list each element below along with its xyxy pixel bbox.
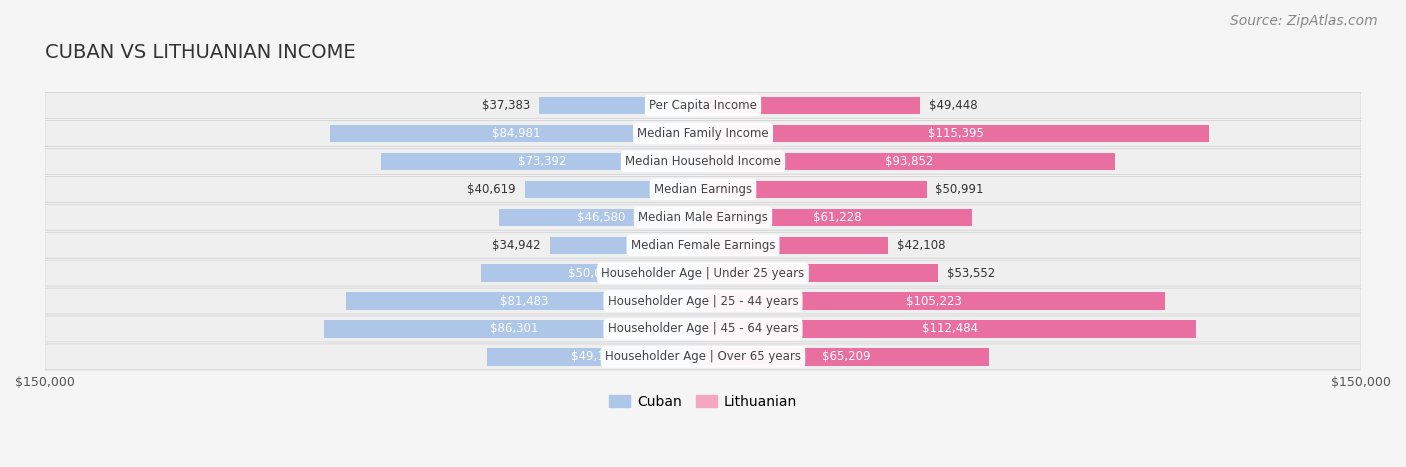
Bar: [524, 181, 703, 198]
Bar: [703, 292, 1164, 310]
Text: Householder Age | 25 - 44 years: Householder Age | 25 - 44 years: [607, 295, 799, 308]
FancyBboxPatch shape: [45, 316, 1361, 342]
Text: $50,655: $50,655: [568, 267, 616, 280]
Bar: [703, 153, 1115, 170]
Text: $81,483: $81,483: [501, 295, 548, 308]
Bar: [499, 209, 703, 226]
FancyBboxPatch shape: [45, 260, 1361, 286]
Bar: [703, 264, 938, 282]
Bar: [550, 237, 703, 254]
Text: $73,392: $73,392: [517, 155, 567, 168]
FancyBboxPatch shape: [45, 120, 1361, 147]
Text: Median Household Income: Median Household Income: [626, 155, 780, 168]
Text: $112,484: $112,484: [922, 323, 977, 335]
Text: $34,942: $34,942: [492, 239, 541, 252]
Text: $37,383: $37,383: [482, 99, 530, 112]
Text: $53,552: $53,552: [946, 267, 995, 280]
Text: Median Male Earnings: Median Male Earnings: [638, 211, 768, 224]
Bar: [703, 209, 972, 226]
Text: $61,228: $61,228: [813, 211, 862, 224]
Text: Median Female Earnings: Median Female Earnings: [631, 239, 775, 252]
Bar: [703, 348, 988, 366]
Text: $49,448: $49,448: [929, 99, 977, 112]
Bar: [330, 125, 703, 142]
Bar: [703, 97, 920, 114]
Text: $40,619: $40,619: [467, 183, 516, 196]
Text: Median Family Income: Median Family Income: [637, 127, 769, 140]
Text: Householder Age | 45 - 64 years: Householder Age | 45 - 64 years: [607, 323, 799, 335]
Legend: Cuban, Lithuanian: Cuban, Lithuanian: [603, 389, 803, 414]
Bar: [488, 348, 703, 366]
Text: $105,223: $105,223: [905, 295, 962, 308]
Text: $46,580: $46,580: [576, 211, 626, 224]
Text: Per Capita Income: Per Capita Income: [650, 99, 756, 112]
Text: $115,395: $115,395: [928, 127, 984, 140]
FancyBboxPatch shape: [45, 204, 1361, 230]
Bar: [703, 320, 1197, 338]
Text: CUBAN VS LITHUANIAN INCOME: CUBAN VS LITHUANIAN INCOME: [45, 43, 356, 62]
Bar: [538, 97, 703, 114]
Text: $93,852: $93,852: [884, 155, 934, 168]
FancyBboxPatch shape: [45, 92, 1361, 119]
Bar: [381, 153, 703, 170]
Bar: [346, 292, 703, 310]
Text: $65,209: $65,209: [821, 350, 870, 363]
Text: $42,108: $42,108: [897, 239, 945, 252]
Bar: [481, 264, 703, 282]
FancyBboxPatch shape: [45, 177, 1361, 202]
FancyBboxPatch shape: [45, 149, 1361, 174]
Text: $86,301: $86,301: [489, 323, 538, 335]
Text: $49,152: $49,152: [571, 350, 620, 363]
Bar: [325, 320, 703, 338]
FancyBboxPatch shape: [45, 344, 1361, 370]
Bar: [703, 237, 887, 254]
Text: $84,981: $84,981: [492, 127, 541, 140]
Text: Median Earnings: Median Earnings: [654, 183, 752, 196]
FancyBboxPatch shape: [45, 288, 1361, 314]
Text: Householder Age | Under 25 years: Householder Age | Under 25 years: [602, 267, 804, 280]
Text: $50,991: $50,991: [935, 183, 984, 196]
FancyBboxPatch shape: [45, 232, 1361, 258]
Bar: [703, 125, 1209, 142]
Text: Householder Age | Over 65 years: Householder Age | Over 65 years: [605, 350, 801, 363]
Bar: [703, 181, 927, 198]
Text: Source: ZipAtlas.com: Source: ZipAtlas.com: [1230, 14, 1378, 28]
